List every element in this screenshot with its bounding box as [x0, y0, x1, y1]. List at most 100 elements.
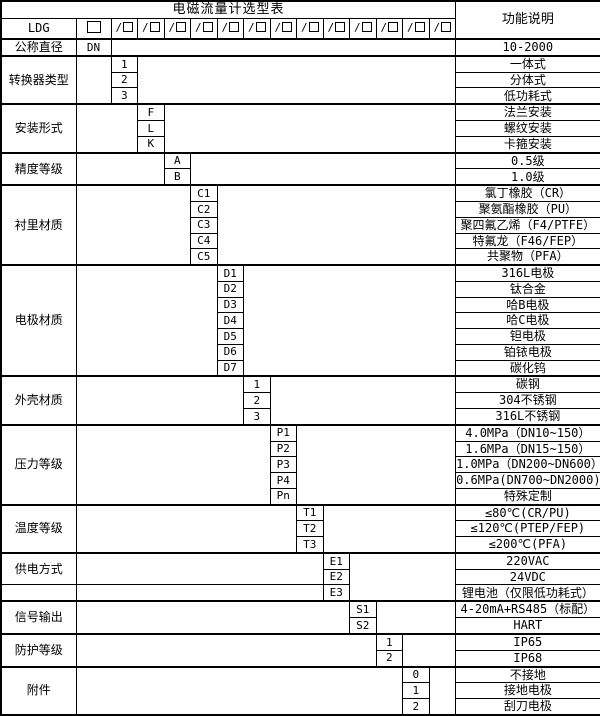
slash-separator: /: [115, 21, 123, 35]
option-desc: 1.6MPa（DN15~150）: [455, 440, 600, 458]
option-code: 3: [243, 407, 271, 426]
option-code: Pn: [269, 487, 297, 506]
code-box-icon: [87, 21, 101, 34]
model-code-slot: /: [349, 17, 377, 40]
option-code: D2: [216, 280, 244, 298]
option-code: D3: [216, 296, 244, 314]
function-column-header: 功能说明: [455, 0, 600, 40]
option-desc: 220VAC: [455, 551, 600, 570]
spacer-cell: [242, 264, 457, 377]
option-code: T2: [296, 520, 324, 538]
model-code-slot: /: [137, 17, 165, 40]
code-box-icon: [282, 22, 293, 33]
spacer-cell: [75, 184, 191, 266]
option-code: B: [163, 168, 191, 186]
option-code: 1: [375, 632, 403, 651]
spacer-cell: [269, 375, 457, 426]
spacer-cell: [75, 264, 218, 377]
model-code-slot: /: [402, 17, 430, 40]
code-box-icon: [414, 22, 425, 33]
option-desc: 接地电极: [455, 682, 600, 700]
category-label: 附件: [0, 665, 77, 716]
option-desc: 316L电极: [455, 264, 600, 282]
spacer-cell: [75, 632, 377, 668]
category-label: 信号输出: [0, 600, 77, 635]
option-desc: HART: [455, 617, 600, 635]
code-box-icon: [123, 22, 134, 33]
category-label: 精度等级: [0, 151, 77, 186]
spacer-cell: [75, 584, 324, 602]
option-code: E1: [322, 551, 350, 570]
option-desc: 4.0MPa（DN10~150）: [455, 423, 600, 442]
spacer-cell: [216, 184, 457, 266]
option-code: DN: [75, 38, 112, 57]
option-desc: 哈C电极: [455, 312, 600, 330]
option-code: 2: [375, 649, 403, 668]
spacer-cell: [75, 551, 324, 586]
option-desc: 特氟龙（F46/FEP）: [455, 232, 600, 250]
spacer-cell: [75, 665, 403, 716]
code-box-icon: [176, 22, 187, 33]
category-label: 供电方式: [0, 551, 77, 586]
option-desc: ≤80℃(CR/PU): [455, 503, 600, 522]
spacer-cell: [0, 584, 77, 602]
option-desc: 0.5级: [455, 151, 600, 170]
option-desc: ≤200℃(PFA): [455, 536, 600, 554]
option-desc: 24VDC: [455, 568, 600, 586]
spacer-cell: [375, 600, 457, 635]
option-desc: 碳化钨: [455, 359, 600, 377]
option-code: F: [137, 103, 165, 122]
slash-separator: /: [274, 21, 282, 35]
option-code: 2: [402, 698, 430, 716]
option-desc: 特殊定制: [455, 487, 600, 506]
code-box-icon: [229, 22, 240, 33]
code-box-icon: [255, 22, 266, 33]
code-box-icon: [361, 22, 372, 33]
option-code: D1: [216, 264, 244, 282]
option-code: P4: [269, 472, 297, 489]
option-code: C5: [190, 248, 218, 266]
option-desc: 316L不锈钢: [455, 407, 600, 426]
slash-separator: /: [327, 21, 335, 35]
option-desc: 锂电池（仅限低功耗式）: [455, 584, 600, 602]
category-label: 外壳材质: [0, 375, 77, 426]
option-desc: 氯丁橡胶（CR）: [455, 184, 600, 203]
option-code: 1: [243, 375, 271, 394]
spacer-cell: [75, 103, 138, 154]
spacer-cell: [163, 103, 457, 154]
slash-separator: /: [433, 21, 441, 35]
option-code: C1: [190, 184, 218, 203]
option-code: D7: [216, 359, 244, 377]
option-code: S2: [349, 617, 377, 635]
code-box-icon: [202, 22, 213, 33]
spacer-cell: [75, 503, 297, 554]
option-desc: 4-20mA+RS485（标配）: [455, 600, 600, 619]
option-code: E3: [322, 584, 350, 602]
option-desc: 聚氨酯橡胶（PU）: [455, 201, 600, 218]
option-desc: ≤120℃(PTEP/FEP): [455, 520, 600, 538]
model-code-slot: /: [163, 17, 191, 40]
slash-separator: /: [380, 21, 388, 35]
model-code-slot: /: [322, 17, 350, 40]
option-desc: 0.6MPa(DN700~DN2000): [455, 472, 600, 489]
category-label: 转换器类型: [0, 54, 77, 105]
option-desc: 哈B电极: [455, 296, 600, 314]
option-code: C4: [190, 232, 218, 250]
option-desc: 刮刀电极: [455, 698, 600, 716]
spacer-cell: [75, 151, 165, 186]
slash-separator: /: [300, 21, 308, 35]
option-desc: IP65: [455, 632, 600, 651]
model-prefix: LDG: [0, 17, 77, 40]
option-code: D6: [216, 343, 244, 361]
option-code: P3: [269, 456, 297, 473]
option-code: 3: [110, 87, 138, 105]
spacer-cell: [428, 665, 457, 716]
model-code-slot: [75, 17, 112, 40]
option-code: T3: [296, 536, 324, 554]
option-code: 2: [110, 71, 138, 89]
spacer-cell: [322, 503, 457, 554]
code-box-icon: [441, 22, 452, 33]
model-code-slot: /: [296, 17, 324, 40]
slash-separator: /: [141, 21, 149, 35]
